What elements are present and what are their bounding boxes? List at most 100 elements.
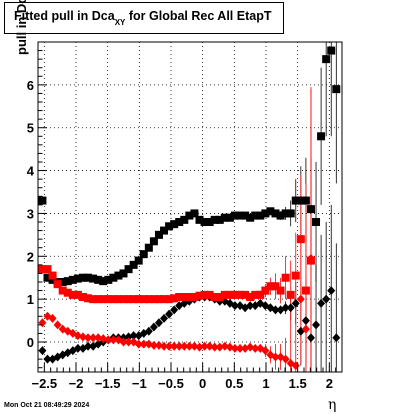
data-point-square bbox=[154, 230, 163, 239]
error-bars bbox=[42, 42, 337, 372]
data-point-square bbox=[104, 275, 113, 284]
data-point-diamond bbox=[124, 337, 133, 347]
data-point-square bbox=[246, 213, 255, 222]
data-point-square bbox=[210, 215, 219, 224]
data-point-square bbox=[68, 275, 77, 284]
y-axis-label-main: pull in Dca bbox=[14, 0, 29, 55]
data-point-square bbox=[175, 293, 184, 301]
data-point-diamond bbox=[119, 337, 128, 347]
y-tick-label: 3 bbox=[27, 206, 34, 221]
data-point-square bbox=[225, 213, 234, 222]
chart-title: Fitted pull in DcaXY for Global Rec All … bbox=[5, 9, 271, 27]
data-point-square bbox=[119, 295, 128, 304]
x-tick-label: −0.5 bbox=[158, 376, 184, 391]
y-tick-label: 4 bbox=[27, 164, 35, 179]
x-axis-label: η bbox=[328, 397, 337, 413]
data-point-diamond bbox=[195, 342, 204, 352]
data-point-square bbox=[241, 211, 250, 220]
data-point-square bbox=[175, 218, 184, 226]
data-point-diamond bbox=[38, 318, 47, 328]
plot-frame bbox=[37, 41, 343, 373]
y-tick-label: 6 bbox=[27, 78, 34, 93]
x-tick-label: 1.5 bbox=[289, 376, 307, 391]
data-point-square bbox=[160, 226, 169, 235]
axis-ticks: −2.5 −2 −1.5 −1 −0.5 0 0.5 1 1.5 2 0 1 2 3 4 5 6 bbox=[27, 41, 343, 391]
data-point-diamond bbox=[291, 298, 300, 308]
data-point-diamond bbox=[327, 286, 336, 296]
data-point-square bbox=[160, 295, 169, 304]
data-point-square bbox=[84, 273, 93, 282]
x-tick-label: 1 bbox=[262, 376, 269, 391]
data-point-diamond bbox=[261, 346, 270, 356]
data-point-diamond bbox=[317, 298, 326, 308]
data-point-square bbox=[99, 277, 108, 286]
x-tick-label: 0.5 bbox=[225, 376, 243, 391]
data-point-diamond bbox=[129, 331, 138, 341]
data-point-diamond bbox=[220, 341, 229, 351]
data-point-diamond bbox=[175, 341, 184, 351]
data-point-square bbox=[94, 295, 103, 304]
data-point-diamond bbox=[251, 343, 260, 353]
data-point-diamond bbox=[73, 343, 82, 353]
data-point-diamond bbox=[271, 305, 280, 315]
data-point-square bbox=[190, 293, 199, 301]
data-point-square bbox=[281, 273, 290, 282]
data-point-square bbox=[296, 235, 305, 244]
data-point-square bbox=[190, 209, 199, 218]
data-point-diamond bbox=[190, 341, 199, 351]
data-point-square bbox=[170, 220, 179, 229]
data-point-square bbox=[154, 295, 163, 304]
data-point-square bbox=[266, 282, 275, 291]
data-point-square bbox=[43, 273, 52, 282]
data-point-square bbox=[271, 282, 280, 291]
data-point-diamond bbox=[170, 341, 179, 351]
x-tick-label: −1 bbox=[132, 376, 147, 391]
data-point-diamond bbox=[53, 320, 62, 330]
data-point-square bbox=[301, 286, 310, 295]
data-point-diamond bbox=[281, 303, 290, 313]
data-point-square bbox=[200, 218, 209, 226]
data-point-square bbox=[89, 274, 98, 283]
data-point-square bbox=[220, 213, 229, 222]
y-tick-label: 2 bbox=[27, 249, 34, 264]
data-point-diamond bbox=[43, 354, 52, 364]
data-point-square bbox=[195, 215, 204, 224]
data-point-diamond bbox=[139, 339, 148, 349]
data-point-square bbox=[266, 207, 275, 216]
chart-title-box: Fitted pull in DcaXY for Global Rec All … bbox=[4, 2, 284, 34]
data-point-diamond bbox=[230, 343, 239, 353]
data-point-diamond bbox=[160, 341, 169, 351]
data-point-square bbox=[129, 260, 138, 269]
data-point-diamond bbox=[215, 342, 224, 352]
data-point-square bbox=[139, 295, 148, 304]
data-point-square bbox=[109, 295, 118, 304]
data-point-diamond bbox=[149, 322, 158, 332]
data-point-square bbox=[63, 288, 72, 297]
data-point-square bbox=[185, 293, 194, 301]
data-point-square bbox=[215, 293, 224, 301]
chart-title-subscript: XY bbox=[114, 18, 126, 27]
x-tick-label: −2 bbox=[69, 376, 84, 391]
data-point-diamond bbox=[296, 294, 305, 304]
data-point-square bbox=[332, 85, 341, 94]
data-point-square bbox=[327, 46, 336, 55]
data-point-diamond bbox=[144, 326, 153, 336]
data-point-square bbox=[43, 265, 52, 274]
data-point-diamond bbox=[84, 341, 93, 351]
data-point-diamond bbox=[170, 305, 179, 315]
data-point-square bbox=[276, 286, 285, 295]
data-point-square bbox=[165, 222, 174, 231]
data-point-square bbox=[322, 55, 331, 64]
data-point-diamond bbox=[200, 341, 209, 351]
data-point-square bbox=[73, 274, 82, 283]
data-point-square bbox=[139, 250, 148, 259]
data-point-square bbox=[84, 294, 93, 303]
data-point-square bbox=[317, 132, 326, 141]
data-point-square bbox=[38, 265, 47, 274]
data-point-diamond bbox=[89, 333, 98, 343]
data-point-square bbox=[129, 295, 138, 304]
data-point-square bbox=[109, 273, 118, 282]
data-point-diamond bbox=[236, 343, 245, 353]
data-point-square bbox=[124, 265, 133, 274]
